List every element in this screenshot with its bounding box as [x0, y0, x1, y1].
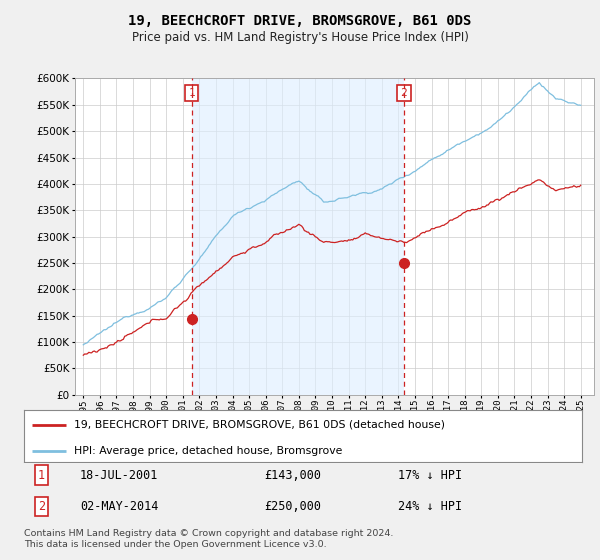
Text: £143,000: £143,000	[264, 469, 321, 482]
Text: 1: 1	[38, 469, 45, 482]
Bar	[192, 78, 404, 395]
Text: HPI: Average price, detached house, Bromsgrove: HPI: Average price, detached house, Brom…	[74, 446, 343, 455]
Text: 02-MAY-2014: 02-MAY-2014	[80, 500, 158, 513]
Text: Price paid vs. HM Land Registry's House Price Index (HPI): Price paid vs. HM Land Registry's House …	[131, 31, 469, 44]
Text: 2: 2	[38, 500, 45, 513]
Text: £250,000: £250,000	[264, 500, 321, 513]
Text: 2: 2	[400, 88, 407, 98]
Text: 24% ↓ HPI: 24% ↓ HPI	[398, 500, 462, 513]
Text: 19, BEECHCROFT DRIVE, BROMSGROVE, B61 0DS (detached house): 19, BEECHCROFT DRIVE, BROMSGROVE, B61 0D…	[74, 419, 445, 430]
Text: 19, BEECHCROFT DRIVE, BROMSGROVE, B61 0DS: 19, BEECHCROFT DRIVE, BROMSGROVE, B61 0D…	[128, 14, 472, 28]
Text: 1: 1	[188, 88, 195, 98]
Text: 18-JUL-2001: 18-JUL-2001	[80, 469, 158, 482]
Text: Contains HM Land Registry data © Crown copyright and database right 2024.
This d: Contains HM Land Registry data © Crown c…	[24, 529, 394, 549]
Text: 17% ↓ HPI: 17% ↓ HPI	[398, 469, 462, 482]
